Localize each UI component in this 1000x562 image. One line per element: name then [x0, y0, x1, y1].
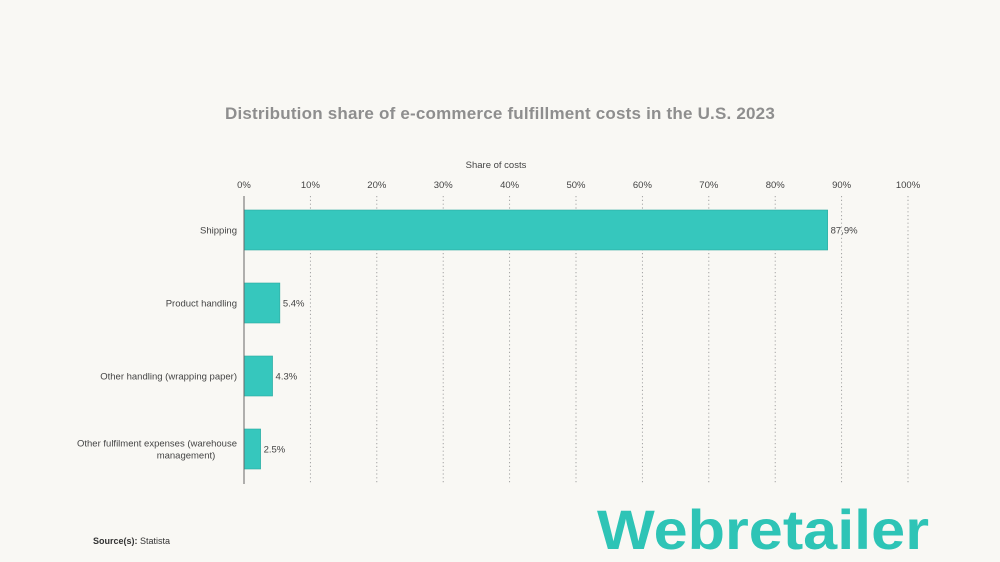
- category-label: Other handling (wrapping paper): [100, 372, 237, 383]
- bars: [243, 209, 828, 470]
- category-label-line: management): [157, 451, 216, 462]
- bar: [243, 209, 828, 251]
- logo-text: Webretailer: [597, 500, 929, 560]
- gridlines: [309, 196, 909, 484]
- category-label: Shipping: [200, 226, 237, 237]
- data-label: 87,9%: [831, 226, 858, 237]
- x-tick-label: 70%: [699, 180, 719, 191]
- category-label-line: Product handling: [166, 299, 237, 310]
- chart-title: Distribution share of e-commerce fulfill…: [225, 104, 775, 123]
- x-axis-label: Share of costs: [466, 160, 527, 171]
- category-label: Product handling: [166, 299, 237, 310]
- bar: [243, 428, 261, 470]
- x-tick-label: 30%: [434, 180, 454, 191]
- category-labels: Shipping Product handling Other handling (…: [77, 226, 237, 462]
- data-label: 2.5%: [264, 445, 286, 456]
- x-tick-label: 0%: [237, 180, 251, 191]
- data-label: 4.3%: [276, 372, 298, 383]
- category-label-line: Shipping: [200, 226, 237, 237]
- x-tick-label: 50%: [566, 180, 586, 191]
- webretailer-logo: Webretailer: [597, 500, 929, 560]
- x-tick-label: 10%: [301, 180, 321, 191]
- category-label-line: Other handling (wrapping paper): [100, 372, 237, 383]
- bar: [243, 355, 273, 397]
- x-tick-label: 90%: [832, 180, 852, 191]
- source-label: Source(s):: [93, 536, 138, 546]
- source-value: Statista: [140, 536, 171, 546]
- x-tick-labels: 0% 10% 20% 30% 40% 50% 60% 70% 80% 90% 100%: [237, 180, 921, 191]
- value-labels: 87,9% 5.4% 4.3% 2.5%: [264, 226, 859, 456]
- category-label-line: Other fulfilment expenses (warehouse: [77, 439, 237, 450]
- source-note: Source(s): Statista: [93, 536, 170, 546]
- x-tick-label: 80%: [766, 180, 786, 191]
- data-label: 5.4%: [283, 299, 305, 310]
- x-tick-label: 20%: [367, 180, 387, 191]
- x-tick-label: 60%: [633, 180, 653, 191]
- x-tick-label: 100%: [896, 180, 921, 191]
- x-tick-label: 40%: [500, 180, 520, 191]
- bar: [243, 282, 281, 324]
- category-label: Other fulfilment expenses (warehouse mana…: [77, 439, 237, 462]
